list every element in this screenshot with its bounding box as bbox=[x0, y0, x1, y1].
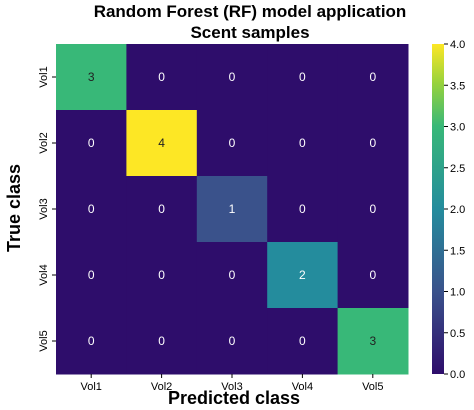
colorbar-tick-label: 1.5 bbox=[450, 245, 465, 257]
cell-value-label: 0 bbox=[158, 70, 165, 84]
heatmap-cell bbox=[267, 44, 339, 111]
x-tick-label: Vol5 bbox=[362, 381, 383, 393]
cell-value-label: 2 bbox=[299, 268, 306, 282]
heatmap-cell bbox=[337, 44, 409, 111]
y-tick-label: Vol3 bbox=[38, 198, 50, 219]
heatmap-cell bbox=[337, 176, 409, 243]
colorbar-tick-label: 3.5 bbox=[450, 80, 465, 92]
cell-value-label: 3 bbox=[369, 334, 376, 348]
heatmap-cell bbox=[56, 242, 127, 309]
chart-title: Random Forest (RF) model application bbox=[94, 2, 407, 21]
y-tick-label: Vol2 bbox=[38, 132, 50, 153]
heatmap-cell bbox=[56, 110, 127, 177]
colorbar-tick-label: 3.0 bbox=[450, 122, 465, 134]
cell-value-label: 0 bbox=[88, 268, 95, 282]
heatmap-cell bbox=[56, 44, 127, 111]
y-tick-label: Vol4 bbox=[38, 264, 50, 285]
heatmap-cell bbox=[126, 308, 198, 375]
heatmap-cell bbox=[196, 242, 268, 309]
heatmap-cell bbox=[126, 242, 198, 309]
heatmap-cell bbox=[196, 110, 268, 177]
cell-value-label: 0 bbox=[158, 202, 165, 216]
cell-value-label: 0 bbox=[369, 202, 376, 216]
cell-value-label: 0 bbox=[369, 268, 376, 282]
colorbar-tick-label: 1.0 bbox=[450, 287, 465, 299]
cell-value-label: 0 bbox=[229, 70, 236, 84]
cell-value-label: 0 bbox=[299, 202, 306, 216]
cell-value-label: 0 bbox=[229, 136, 236, 150]
colorbar-tick-label: 0.0 bbox=[450, 369, 465, 381]
heatmap-cell bbox=[56, 176, 127, 243]
cell-value-label: 0 bbox=[88, 136, 95, 150]
cell-value-label: 3 bbox=[88, 70, 95, 84]
x-tick-label: Vol2 bbox=[151, 381, 172, 393]
heatmap-cell bbox=[337, 110, 409, 177]
x-tick-label: Vol3 bbox=[221, 381, 242, 393]
heatmap-cell bbox=[267, 176, 339, 243]
x-axis-label: Predicted class bbox=[168, 388, 300, 408]
heatmap-cell bbox=[126, 44, 198, 111]
heatmap-cell bbox=[267, 242, 339, 309]
y-axis-label: True class bbox=[4, 164, 24, 252]
cell-value-label: 0 bbox=[229, 268, 236, 282]
cell-value-label: 0 bbox=[369, 136, 376, 150]
colorbar: 0.0 0.5 1.0 1.5 2.0 2.5 3.0 3.5 4.0 bbox=[432, 39, 465, 381]
colorbar-tick-label: 4.0 bbox=[450, 39, 465, 51]
heatmap-cell bbox=[337, 242, 409, 309]
colorbar-tick-label: 2.5 bbox=[450, 163, 465, 175]
chart-subtitle: Scent samples bbox=[190, 23, 309, 42]
heatmap-cell bbox=[337, 308, 409, 375]
x-tick-labels: Vol1 Vol2 Vol3 Vol4 Vol5 bbox=[80, 374, 384, 393]
colorbar-tick-label: 0.5 bbox=[450, 328, 465, 340]
heatmap-cell bbox=[267, 110, 339, 177]
colorbar-tick-label: 2.0 bbox=[450, 204, 465, 216]
cell-value-label: 0 bbox=[88, 334, 95, 348]
colorbar-gradient bbox=[432, 44, 444, 374]
cell-value-label: 0 bbox=[369, 70, 376, 84]
y-tick-labels: Vol1 Vol2 Vol3 Vol4 Vol5 bbox=[38, 66, 56, 352]
heatmap-cell bbox=[126, 176, 198, 243]
heatmap-cell bbox=[196, 44, 268, 111]
cell-value-label: 4 bbox=[158, 136, 165, 150]
y-tick-label: Vol1 bbox=[38, 66, 50, 87]
heatmap-cell bbox=[196, 308, 268, 375]
x-tick-label: Vol1 bbox=[80, 381, 101, 393]
cell-value-label: 0 bbox=[299, 136, 306, 150]
cell-value-label: 0 bbox=[299, 334, 306, 348]
y-tick-label: Vol5 bbox=[38, 330, 50, 351]
x-tick-label: Vol4 bbox=[292, 381, 313, 393]
cell-value-label: 0 bbox=[158, 268, 165, 282]
heatmap-cell bbox=[196, 176, 268, 243]
heatmap-cell bbox=[267, 308, 339, 375]
heatmap-cell bbox=[126, 110, 198, 177]
cell-value-label: 0 bbox=[158, 334, 165, 348]
cell-value-label: 0 bbox=[88, 202, 95, 216]
cell-value-label: 0 bbox=[299, 70, 306, 84]
cell-value-label: 1 bbox=[229, 202, 236, 216]
heatmap-grid: 3 0 0 0 0 0 4 0 0 0 0 0 1 0 0 0 0 0 2 0 0 0 0 0 3 bbox=[56, 44, 409, 375]
cell-value-label: 0 bbox=[229, 334, 236, 348]
heatmap-cell bbox=[56, 308, 127, 375]
